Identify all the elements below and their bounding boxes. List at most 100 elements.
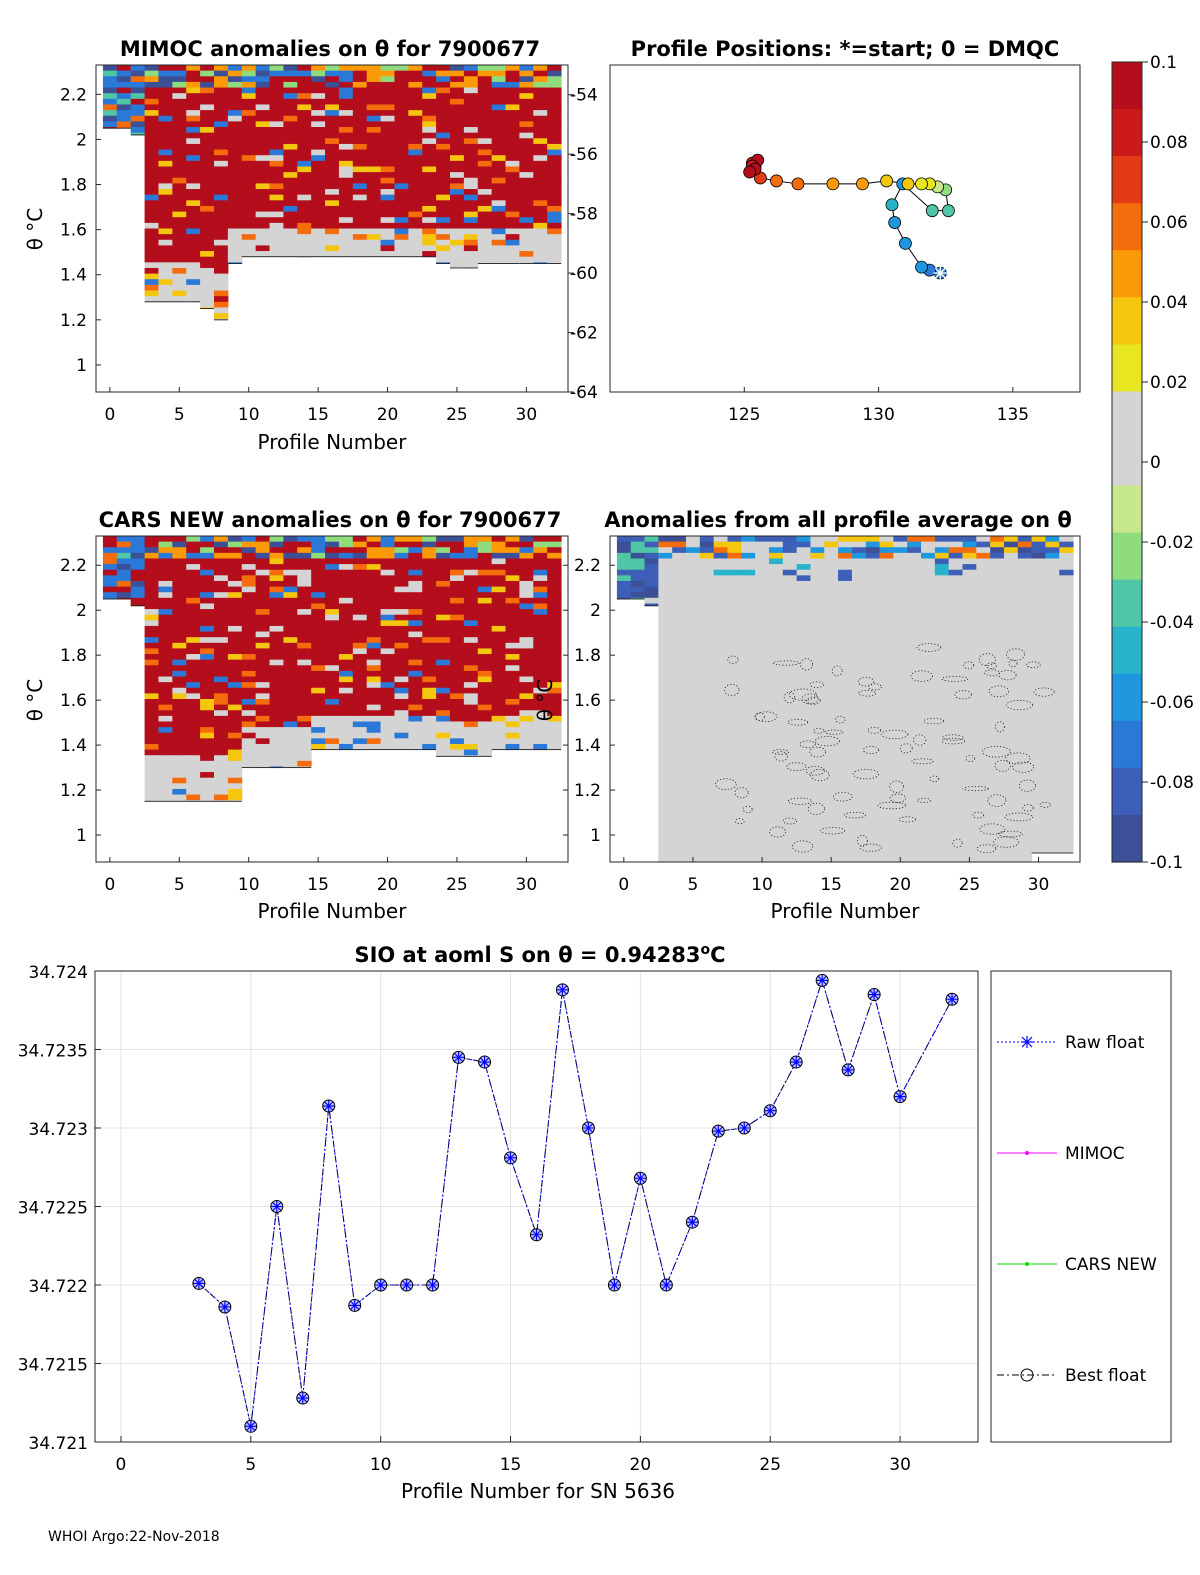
- heatmap-cell: [810, 817, 825, 824]
- x-tick-label: 0: [104, 875, 115, 895]
- y-tick-label: -64: [570, 383, 598, 403]
- heatmap-cell: [463, 597, 479, 604]
- heatmap-cell: [158, 575, 173, 582]
- heatmap-cell: [158, 670, 173, 678]
- heatmap-cell: [338, 536, 354, 543]
- heatmap-cell: [255, 65, 271, 72]
- heatmap-cell: [214, 177, 229, 184]
- heatmap-cell: [519, 654, 534, 661]
- heatmap-cell: [699, 749, 715, 756]
- heatmap-cell: [962, 727, 977, 734]
- heatmap-cell: [186, 65, 201, 72]
- heatmap-cell: [491, 110, 507, 117]
- heatmap-cell: [200, 172, 215, 179]
- heatmap-cell: [283, 603, 298, 610]
- heatmap-cell: [1031, 676, 1046, 683]
- heatmap-cell: [672, 541, 687, 548]
- heatmap-cell: [990, 783, 1005, 790]
- heatmap-cell: [962, 609, 977, 616]
- heatmap-cell: [907, 654, 922, 661]
- heatmap-cell: [879, 541, 894, 548]
- heatmap-cell: [990, 721, 1005, 728]
- heatmap-cell: [352, 614, 368, 621]
- heatmap-cell: [519, 586, 534, 593]
- heatmap-cell: [727, 850, 742, 857]
- heatmap-cell: [227, 676, 243, 683]
- heatmap-cell: [214, 121, 229, 128]
- heatmap-cell: [865, 665, 881, 672]
- heatmap-cell: [672, 743, 687, 751]
- heatmap-cell: [505, 575, 520, 582]
- heatmap-cell: [727, 569, 742, 576]
- heatmap-cell: [713, 603, 728, 610]
- heatmap-cell: [102, 558, 118, 565]
- heatmap-cell: [325, 87, 340, 94]
- heatmap-cell: [879, 850, 894, 857]
- heatmap-cell: [352, 738, 368, 745]
- heatmap-cell: [713, 670, 728, 678]
- heatmap-cell: [505, 732, 520, 739]
- heatmap-cell: [547, 228, 562, 235]
- heatmap-cell: [200, 104, 215, 111]
- heatmap-cell: [269, 609, 284, 616]
- heatmap-cell: [1017, 536, 1033, 543]
- heatmap-cell: [158, 155, 173, 162]
- heatmap-cell: [394, 177, 409, 184]
- heatmap-cell: [713, 845, 728, 852]
- heatmap-cell: [533, 738, 548, 745]
- heatmap-cell: [921, 541, 936, 548]
- heatmap-cell: [962, 817, 977, 824]
- heatmap-cell: [713, 541, 728, 548]
- heatmap-cell: [241, 552, 257, 559]
- heatmap-cell: [436, 189, 451, 196]
- heatmap-cell: [547, 687, 562, 694]
- heatmap-cell: [713, 721, 728, 728]
- heatmap-cell: [519, 200, 534, 207]
- heatmap-cell: [1059, 732, 1074, 739]
- heatmap-cell: [865, 833, 881, 841]
- heatmap-cell: [741, 654, 756, 661]
- heatmap-cell: [297, 648, 312, 655]
- heatmap-cell: [1031, 777, 1046, 784]
- heatmap-cell: [547, 194, 562, 201]
- heatmap-cell: [672, 552, 687, 559]
- heatmap-cell: [283, 687, 298, 694]
- heatmap-cell: [519, 104, 534, 111]
- heatmap-cell: [158, 732, 173, 739]
- heatmap-cell: [241, 194, 257, 201]
- heatmap-cell: [713, 580, 728, 588]
- heatmap-cell: [450, 536, 465, 543]
- heatmap-cell: [921, 805, 936, 812]
- heatmap-cell: [463, 205, 479, 213]
- heatmap-cell: [505, 676, 520, 683]
- heatmap-cell: [144, 676, 159, 683]
- heatmap-cell: [907, 800, 922, 807]
- heatmap-cell: [782, 665, 798, 672]
- heatmap-cell: [851, 704, 867, 711]
- heatmap-cell: [311, 687, 326, 694]
- colorbar-tick-label: -0.1: [1150, 853, 1183, 873]
- heatmap-cell: [533, 592, 548, 599]
- heatmap-cell: [477, 609, 493, 616]
- heatmap-cell: [450, 87, 465, 94]
- heatmap-cell: [186, 710, 201, 717]
- heatmap-cell: [325, 98, 340, 105]
- heatmap-cell: [227, 715, 243, 722]
- heatmap-cell: [394, 564, 409, 571]
- heatmap-cell: [782, 839, 798, 846]
- heatmap-cell: [436, 70, 451, 77]
- heatmap-cell: [533, 256, 548, 263]
- heatmap-cell: [269, 211, 284, 218]
- heatmap-cell: [644, 552, 659, 559]
- heatmap-cell: [658, 766, 673, 773]
- heatmap-cell: [1017, 637, 1033, 644]
- heatmap-cell: [436, 603, 451, 610]
- heatmap-cell: [547, 727, 562, 734]
- heatmap-cell: [644, 558, 659, 565]
- heatmap-cell: [297, 222, 312, 229]
- heatmap-cell: [366, 93, 382, 100]
- heatmap-cell: [879, 760, 894, 767]
- heatmap-cell: [283, 609, 298, 616]
- heatmap-cell: [768, 580, 784, 588]
- heatmap-cell: [352, 603, 368, 610]
